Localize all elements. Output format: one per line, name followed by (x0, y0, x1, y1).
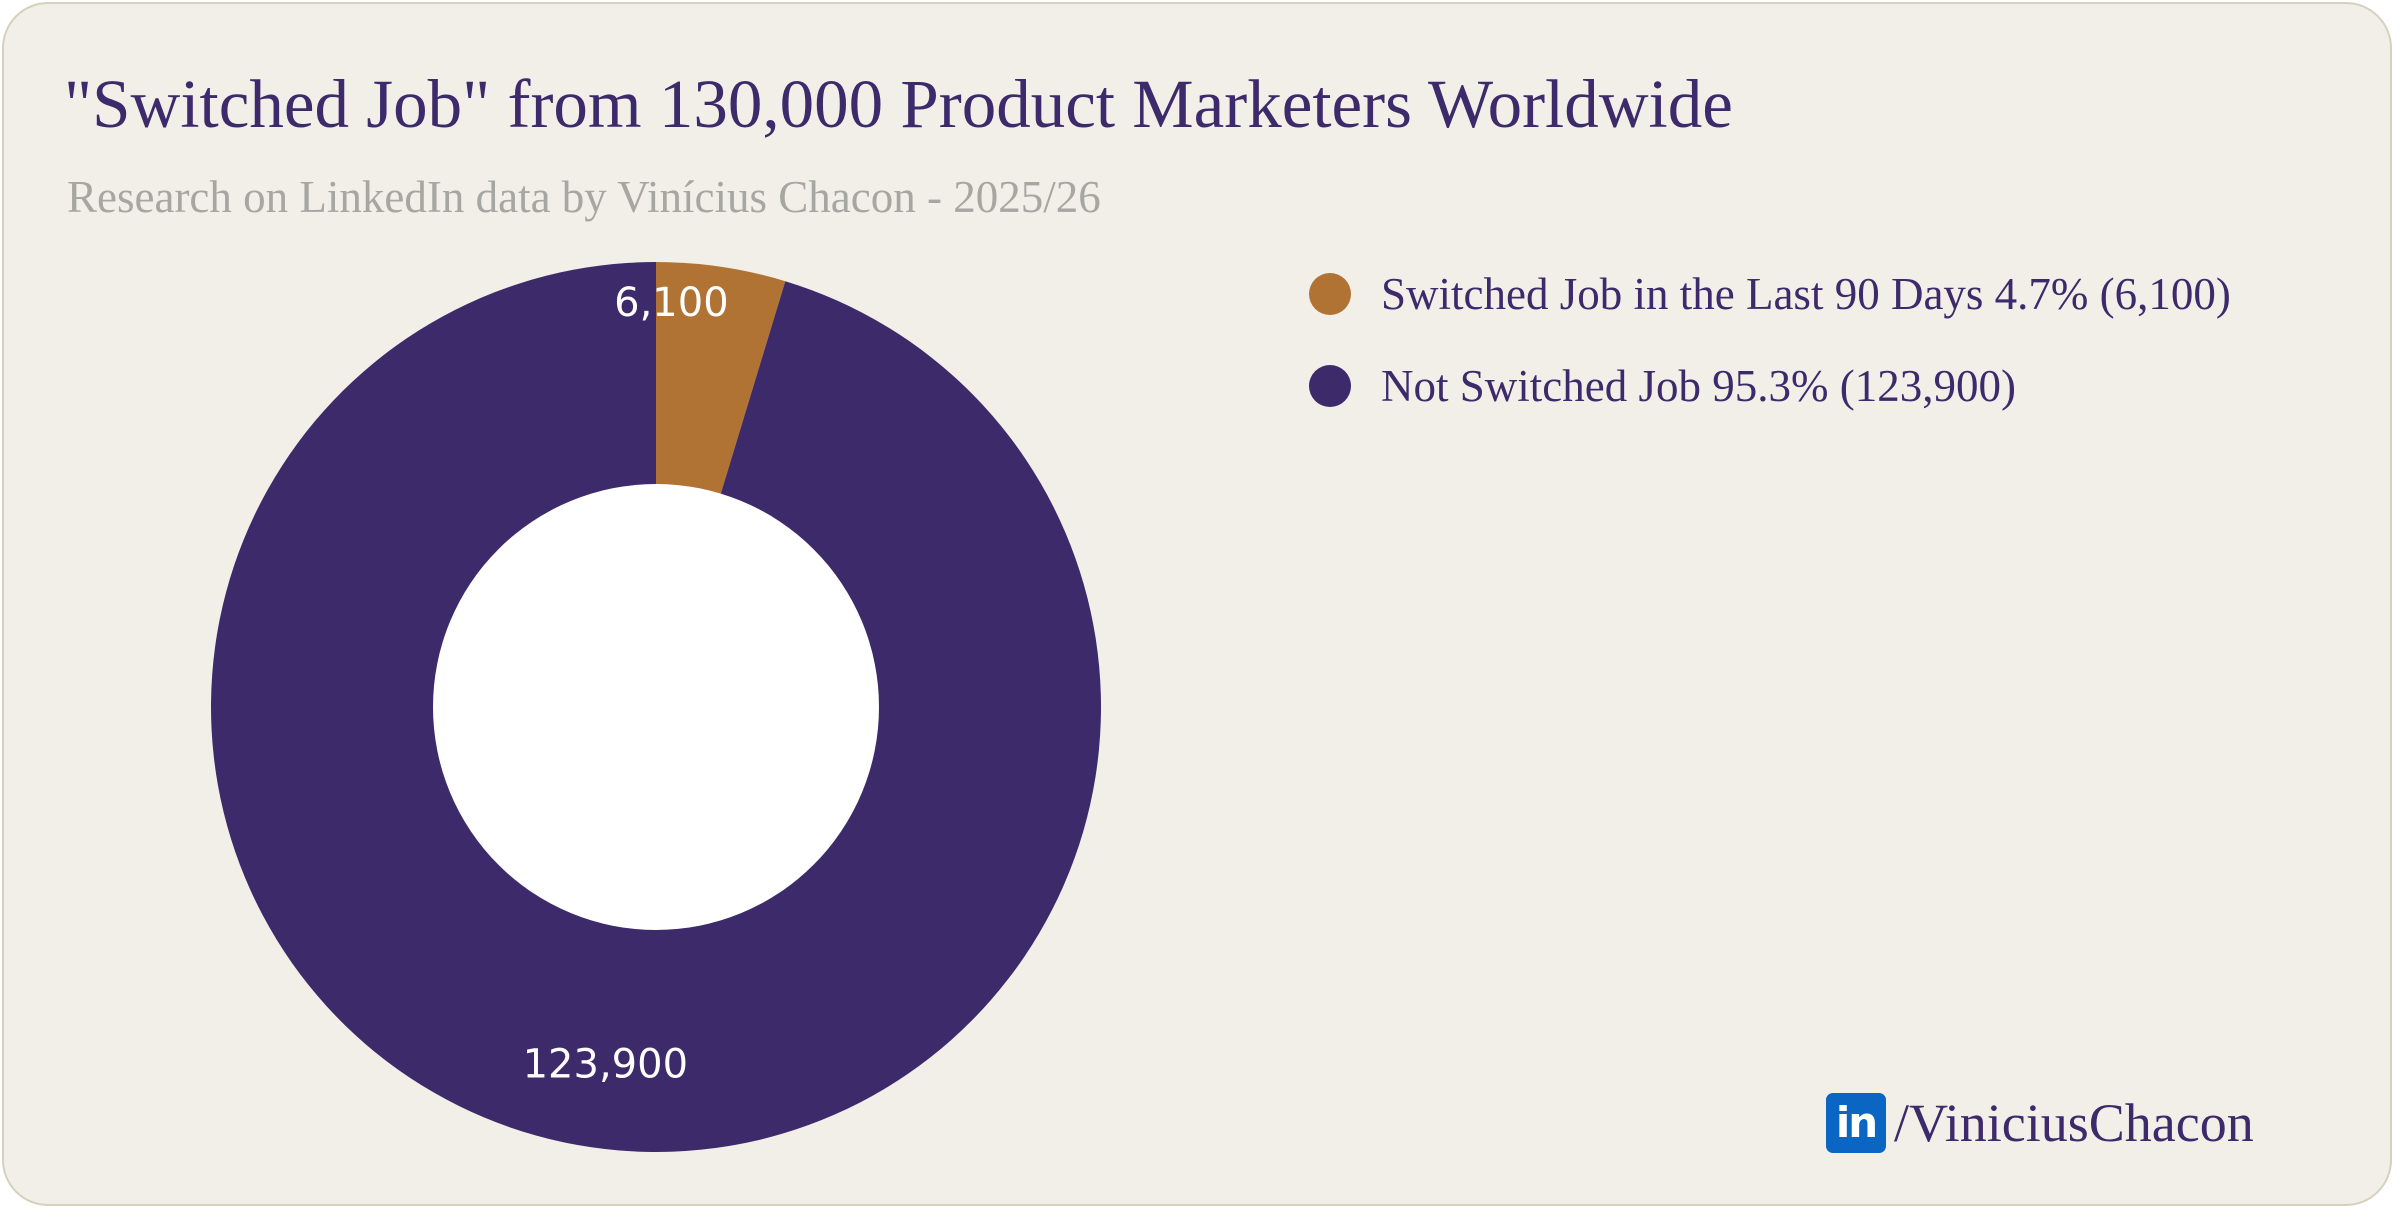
linkedin-icon: in (1826, 1093, 1886, 1153)
legend-label-not-switched: Not Switched Job 95.3% (123,900) (1381, 361, 2016, 411)
legend-item-switched: Switched Job in the Last 90 Days 4.7% (6… (1309, 266, 2231, 358)
data-label-not-switched: 123,900 (523, 1041, 688, 1087)
chart-title: "Switched Job" from 130,000 Product Mark… (64, 66, 1733, 142)
linkedin-branding[interactable]: in /ViniciusChacon (1826, 1092, 2254, 1154)
chart-subtitle: Research on LinkedIn data by Vinícius Ch… (67, 172, 1101, 222)
legend-marker-not-switched (1309, 365, 1351, 407)
legend-label-switched: Switched Job in the Last 90 Days 4.7% (6… (1381, 269, 2231, 319)
labels-layer: 6,100 123,900 (523, 280, 729, 1087)
chart-legend: Switched Job in the Last 90 Days 4.7% (6… (1309, 266, 2231, 450)
data-label-switched: 6,100 (614, 280, 729, 326)
donut-hole (433, 484, 879, 930)
legend-item-not-switched: Not Switched Job 95.3% (123,900) (1309, 358, 2231, 450)
donut-chart: 6,100 123,900 (211, 262, 1102, 1152)
linkedin-handle: /ViniciusChacon (1894, 1093, 2254, 1153)
legend-marker-switched (1309, 273, 1351, 315)
